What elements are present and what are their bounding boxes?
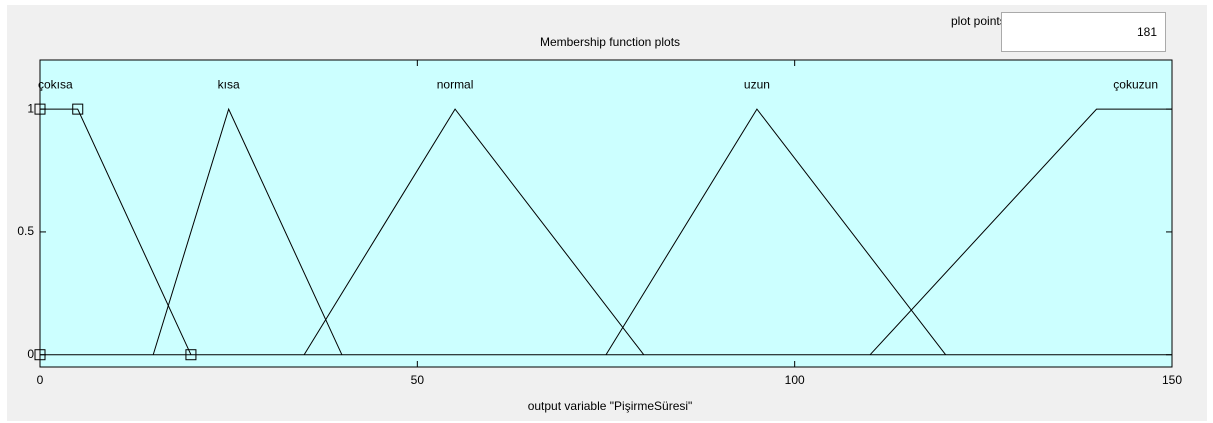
x-axis-label: output variable "PişirmeSüresi" — [528, 399, 693, 413]
membership-line — [152, 107, 343, 355]
x-tick-label: 0 — [37, 373, 44, 387]
chart-title: Membership function plots — [540, 35, 680, 49]
y-tick-label: 1 — [27, 101, 34, 115]
x-tick-label: 150 — [1162, 373, 1182, 387]
mf-label: uzun — [744, 77, 770, 91]
mf-label: kısa — [218, 77, 240, 91]
plot-area — [40, 60, 1172, 367]
membership-line — [605, 108, 946, 356]
membership-line — [869, 108, 1172, 356]
y-tick-label: 0.5 — [17, 224, 34, 238]
vertex-marker — [185, 349, 197, 361]
plot-points-input[interactable]: 181 — [1001, 12, 1166, 52]
plot-points-label: plot points: — [951, 14, 1009, 28]
plot-frame — [39, 59, 1173, 368]
mf-label: çokısa — [38, 77, 73, 91]
y-tick-label: 0 — [27, 347, 34, 361]
mf-label: normal — [437, 77, 474, 91]
x-tick-label: 50 — [411, 373, 425, 387]
vertex-marker — [72, 103, 84, 115]
x-tick-label: 100 — [785, 373, 805, 387]
membership-line — [303, 108, 645, 356]
mf-label: çokuzun — [1113, 77, 1158, 91]
